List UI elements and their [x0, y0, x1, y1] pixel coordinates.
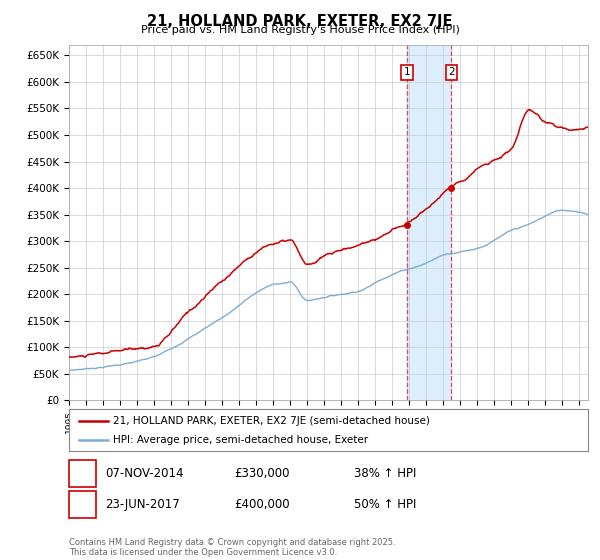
Text: 07-NOV-2014: 07-NOV-2014 — [105, 467, 184, 480]
Text: 21, HOLLAND PARK, EXETER, EX2 7JE: 21, HOLLAND PARK, EXETER, EX2 7JE — [147, 14, 453, 29]
Text: 23-JUN-2017: 23-JUN-2017 — [105, 498, 180, 511]
Text: HPI: Average price, semi-detached house, Exeter: HPI: Average price, semi-detached house,… — [113, 435, 368, 445]
Text: 2: 2 — [79, 498, 86, 511]
Text: 1: 1 — [79, 467, 86, 480]
Text: Price paid vs. HM Land Registry's House Price Index (HPI): Price paid vs. HM Land Registry's House … — [140, 25, 460, 35]
Text: £400,000: £400,000 — [234, 498, 290, 511]
Text: 50% ↑ HPI: 50% ↑ HPI — [354, 498, 416, 511]
Text: £330,000: £330,000 — [234, 467, 290, 480]
Text: 2: 2 — [448, 67, 455, 77]
Text: 1: 1 — [404, 67, 410, 77]
Text: Contains HM Land Registry data © Crown copyright and database right 2025.
This d: Contains HM Land Registry data © Crown c… — [69, 538, 395, 557]
Text: 21, HOLLAND PARK, EXETER, EX2 7JE (semi-detached house): 21, HOLLAND PARK, EXETER, EX2 7JE (semi-… — [113, 416, 430, 426]
Bar — [407, 45, 451, 400]
Text: 38% ↑ HPI: 38% ↑ HPI — [354, 467, 416, 480]
